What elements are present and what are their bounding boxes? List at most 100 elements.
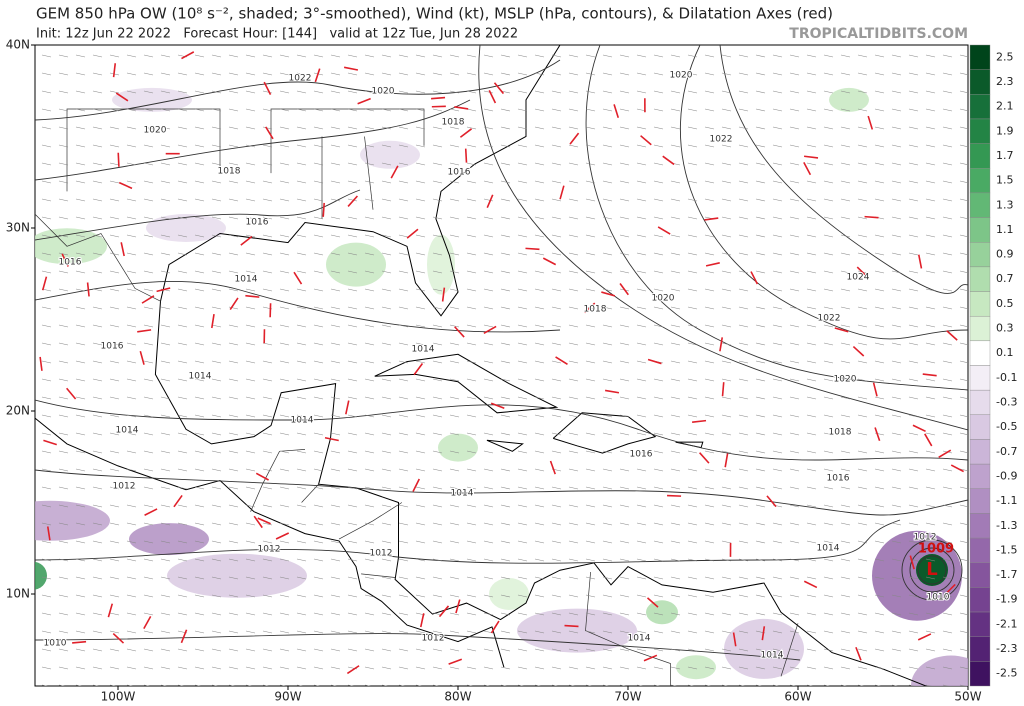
wind-barb [296, 216, 307, 220]
wind-barb [806, 666, 817, 670]
wind-barb [789, 324, 800, 328]
dilatation-axis [357, 97, 371, 105]
wind-barb [670, 90, 681, 94]
wind-barb [58, 648, 69, 652]
wind-barb [109, 522, 120, 526]
wind-barb [551, 252, 562, 256]
wind-barb [942, 504, 953, 508]
dilatation-axis [255, 472, 269, 481]
dilatation-axis [347, 195, 359, 207]
wind-barb [381, 666, 392, 670]
wind-barb [262, 378, 273, 382]
wind-barb [364, 594, 375, 598]
wind-barb [449, 504, 460, 508]
wind-barb [211, 198, 222, 202]
wind-barb [466, 144, 477, 148]
colorbar-box [969, 537, 991, 563]
wind-barb [925, 234, 936, 238]
lon-label: 80W [444, 690, 471, 704]
wind-barb [296, 486, 307, 490]
wind-barb [279, 270, 290, 274]
wind-barb [92, 576, 103, 580]
wind-barb [415, 306, 426, 310]
wind-barb [653, 342, 664, 346]
wind-barb [908, 288, 919, 292]
wind-barb [126, 72, 137, 76]
wind-barb [942, 522, 953, 526]
wind-barb [959, 684, 966, 686]
wind-barb [194, 396, 205, 400]
colorbar-box [969, 44, 991, 70]
wind-barb [585, 216, 596, 220]
wind-barb [228, 234, 239, 238]
wind-barb [466, 234, 477, 238]
wind-barb [483, 90, 494, 94]
wind-barb [347, 108, 358, 112]
wind-barb [381, 180, 392, 184]
wind-barb [177, 396, 188, 400]
wind-barb [432, 594, 443, 598]
wind-barb [755, 468, 766, 472]
wind-barb [568, 468, 579, 472]
wind-barb [415, 270, 426, 274]
wind-barb [126, 270, 137, 274]
wind-barb [891, 432, 902, 436]
wind-barb [585, 486, 596, 490]
wind-barb [823, 630, 834, 634]
wind-barb [415, 198, 426, 202]
wind-barb [262, 288, 273, 292]
wind-barb [772, 396, 783, 400]
colorbar-label: 0.1 [996, 346, 1014, 359]
wind-barb [398, 486, 409, 490]
wind-barb [551, 360, 562, 364]
dilatation-axis [39, 356, 43, 371]
wind-barb [687, 72, 698, 76]
wind-barb [228, 432, 239, 436]
wind-barb [721, 234, 732, 238]
coastline [154, 301, 928, 686]
wind-barb [245, 396, 256, 400]
wind-barb [381, 90, 392, 94]
wind-barb [687, 162, 698, 166]
wind-barb [874, 396, 885, 400]
wind-barb [738, 54, 749, 58]
wind-barb [296, 252, 307, 256]
wind-barb [160, 630, 171, 634]
wind-barb [568, 234, 579, 238]
wind-barb [432, 432, 443, 436]
wind-barb [840, 612, 851, 616]
wind-barb [398, 468, 409, 472]
wind-barb [160, 90, 171, 94]
wind-barb [313, 504, 324, 508]
wind-barb [704, 468, 715, 472]
wind-barb [772, 144, 783, 148]
wind-barb [925, 684, 932, 686]
isobar-label: 1014 [291, 416, 314, 426]
wind-barb [653, 612, 664, 616]
wind-barb [449, 108, 460, 112]
wind-barb [704, 414, 715, 418]
wind-barb [789, 126, 800, 130]
wind-barb [449, 468, 460, 472]
wind-barb [687, 666, 698, 670]
wind-barb [313, 180, 324, 184]
wind-barb [330, 180, 341, 184]
wind-barb [228, 54, 239, 58]
wind-barb [228, 252, 239, 256]
wind-barb [398, 360, 409, 364]
wind-barb [330, 324, 341, 328]
wind-barb [126, 684, 133, 686]
wind-barb [585, 108, 596, 112]
wind-barb [432, 360, 443, 364]
wind-barb [840, 342, 851, 346]
wind-barb [721, 360, 732, 364]
wind-barb [670, 540, 681, 544]
wind-barb [449, 72, 460, 76]
wind-barb [755, 162, 766, 166]
wind-barb [653, 108, 664, 112]
wind-barb [772, 306, 783, 310]
wind-barb [551, 306, 562, 310]
wind-barb [823, 540, 834, 544]
wind-barb [959, 216, 968, 220]
